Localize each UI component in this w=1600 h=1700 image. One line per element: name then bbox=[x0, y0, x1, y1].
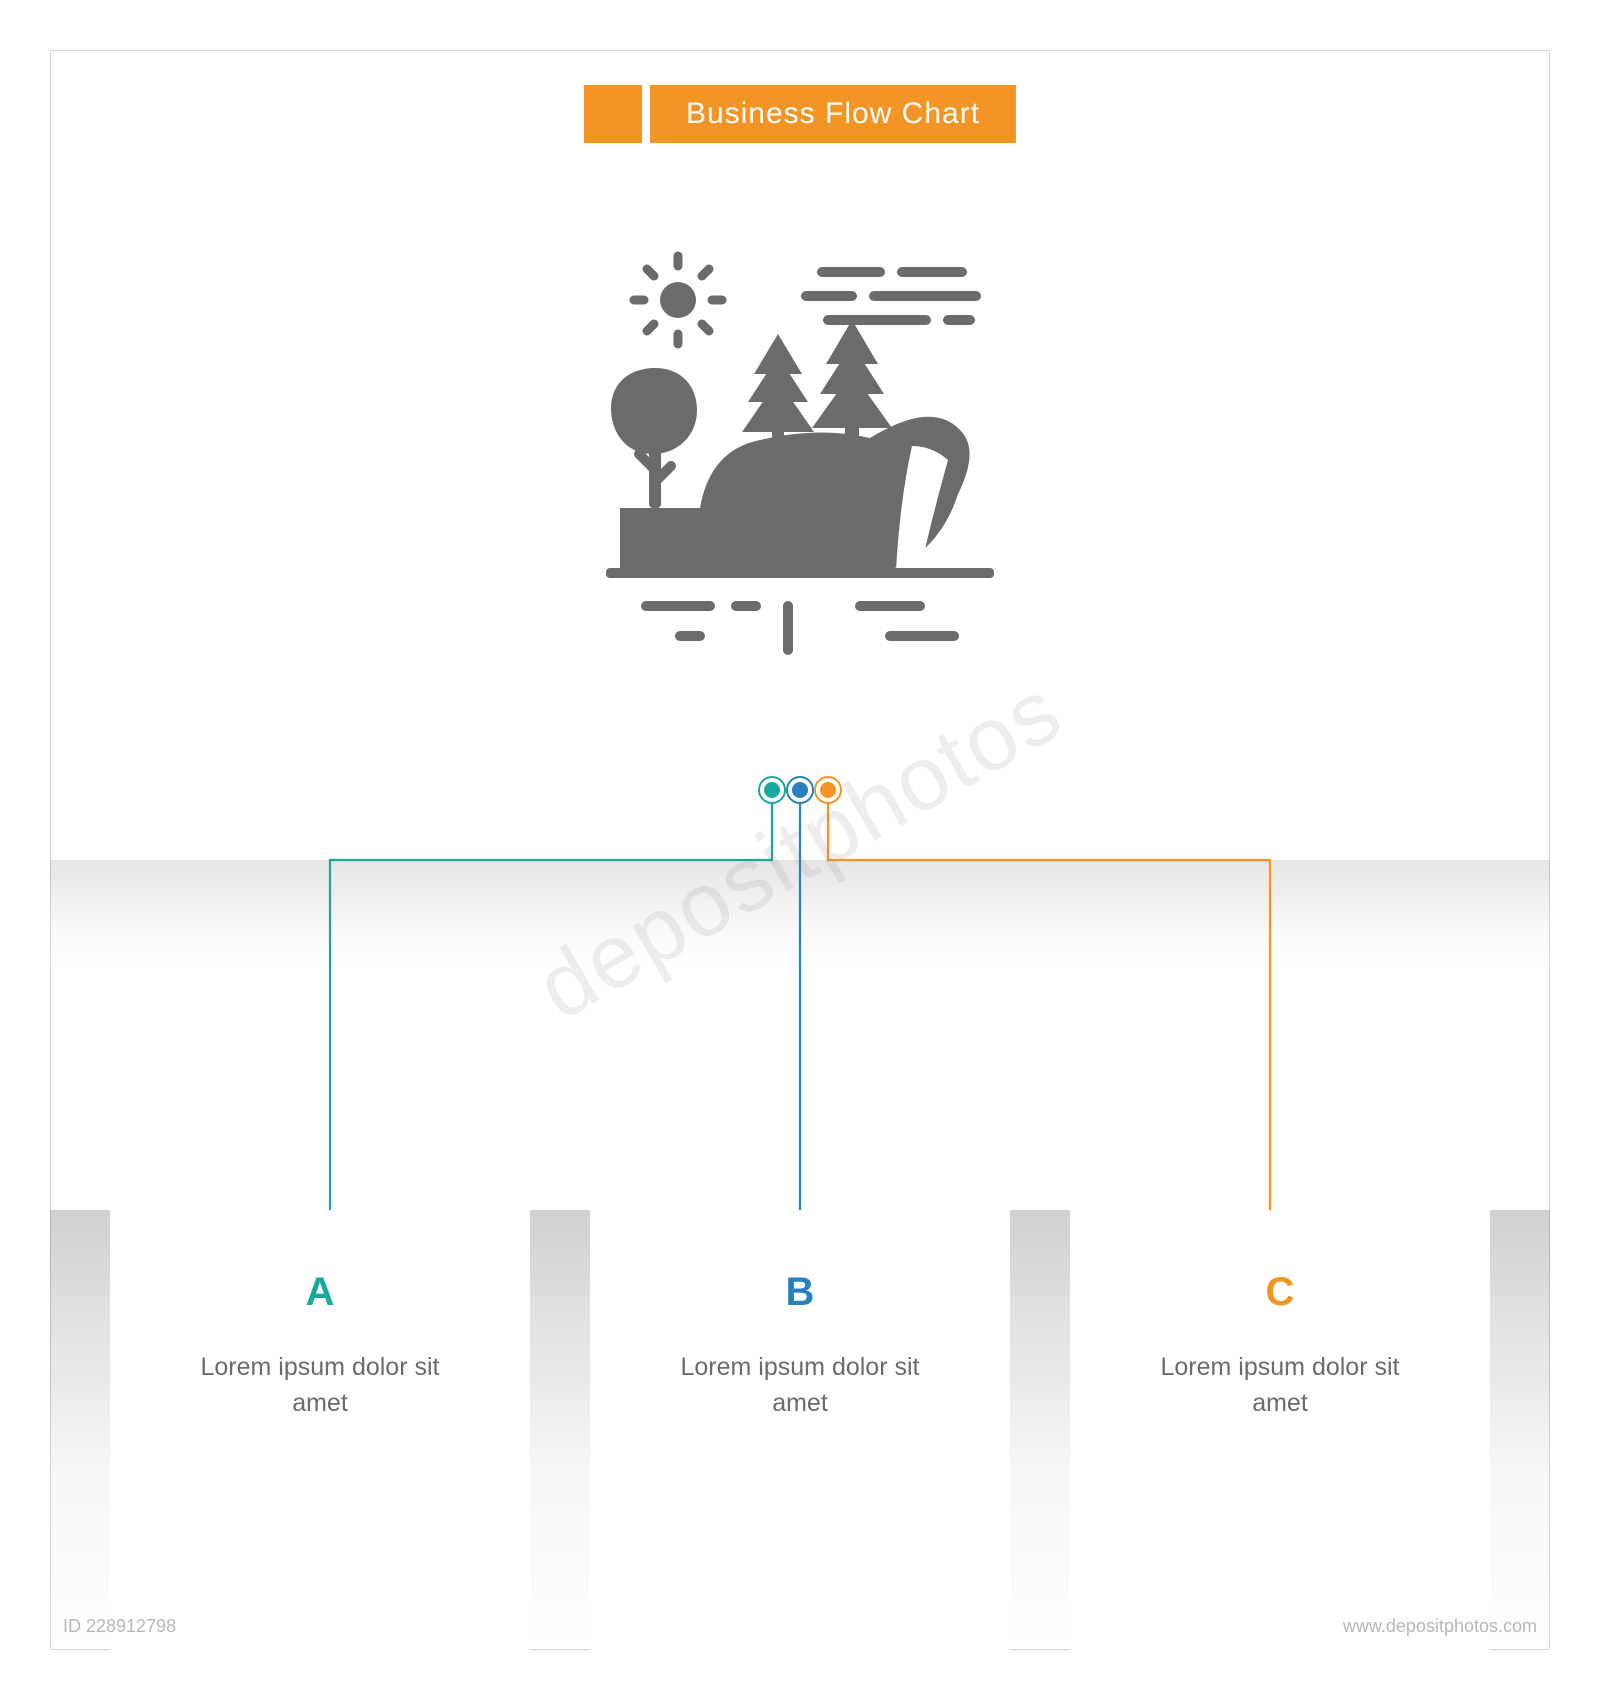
landscape-glyph bbox=[606, 256, 994, 650]
panel-gap bbox=[50, 1210, 110, 1650]
watermark-id: ID 228912798 bbox=[63, 1616, 176, 1637]
panel-text-c: Lorem ipsum dolor sit amet bbox=[1160, 1349, 1400, 1422]
panel-gap bbox=[530, 1210, 590, 1650]
watermark-url: www.depositphotos.com bbox=[1343, 1616, 1537, 1637]
page-title: Business Flow Chart bbox=[686, 97, 980, 131]
panel-letter-a: A bbox=[306, 1270, 335, 1315]
panel-letter-b: B bbox=[786, 1270, 815, 1315]
panel-gap bbox=[1490, 1210, 1550, 1650]
panel-c: C Lorem ipsum dolor sit amet bbox=[1070, 1210, 1490, 1650]
panels-row: A Lorem ipsum dolor sit amet B Lorem ips… bbox=[50, 1210, 1550, 1650]
nature-landscape-icon bbox=[560, 250, 1040, 670]
panel-letter-c: C bbox=[1266, 1270, 1295, 1315]
header-title-bar: Business Flow Chart bbox=[650, 85, 1016, 143]
panel-gap bbox=[1010, 1210, 1070, 1650]
panel-text-a: Lorem ipsum dolor sit amet bbox=[200, 1349, 440, 1422]
header: Business Flow Chart bbox=[584, 85, 1016, 143]
panel-b: B Lorem ipsum dolor sit amet bbox=[590, 1210, 1010, 1650]
header-accent-square bbox=[584, 85, 642, 143]
panel-text-b: Lorem ipsum dolor sit amet bbox=[680, 1349, 920, 1422]
panel-a: A Lorem ipsum dolor sit amet bbox=[110, 1210, 530, 1650]
